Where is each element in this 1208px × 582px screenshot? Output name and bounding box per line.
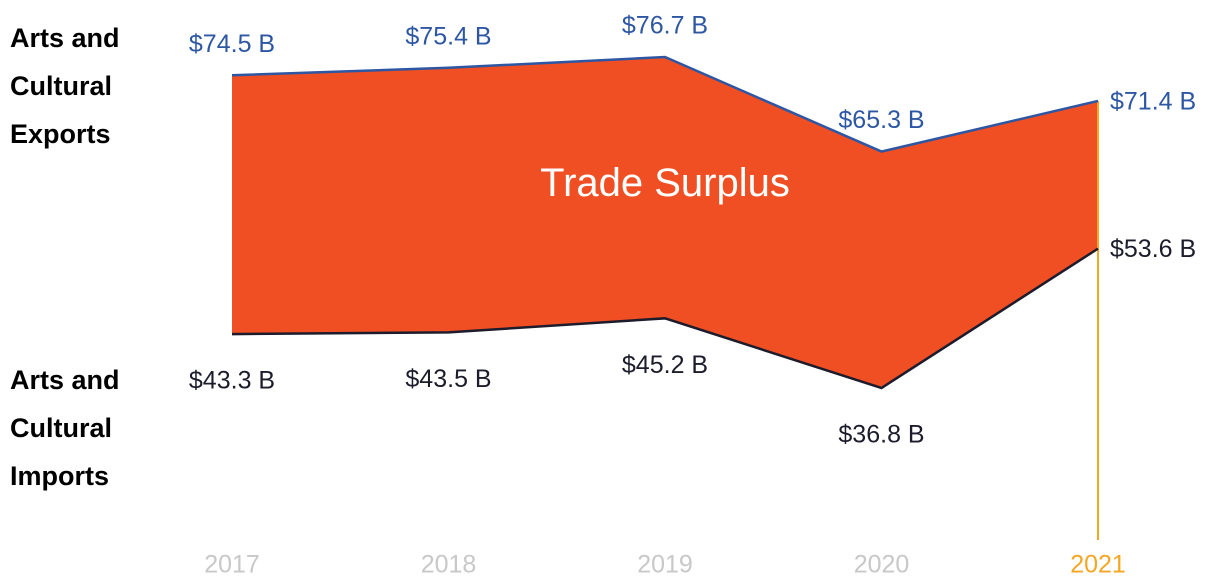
legend-label: Arts and Cultural Imports [10, 365, 120, 491]
x-tick-label: 2021 [1070, 551, 1126, 579]
value-label: $76.7 B [622, 12, 708, 40]
x-tick-label: 2020 [854, 551, 910, 579]
x-tick-label: 2018 [421, 551, 477, 579]
value-label: $74.5 B [189, 30, 275, 58]
value-label: $53.6 B [1110, 235, 1196, 263]
legend-label: Arts and Cultural Exports [10, 23, 120, 149]
x-tick-label: 2017 [204, 551, 260, 579]
series-line [231, 55, 1099, 153]
band-area [232, 57, 1098, 388]
value-label: $43.5 B [405, 365, 491, 393]
value-label: $65.3 B [838, 106, 924, 134]
band-label: Trade Surplus [540, 161, 790, 205]
value-label: $75.4 B [405, 22, 491, 50]
value-label: $71.4 B [1110, 88, 1196, 116]
value-label: $43.3 B [189, 367, 275, 395]
series-line [231, 247, 1099, 390]
x-tick-label: 2019 [637, 551, 693, 579]
value-label: $36.8 B [838, 421, 924, 449]
value-label: $45.2 B [622, 351, 708, 379]
